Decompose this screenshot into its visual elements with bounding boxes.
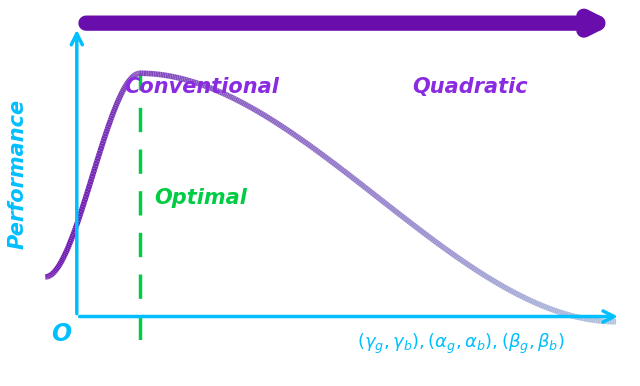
Text: $(\gamma_g,\gamma_b),(\alpha_g,\alpha_b),(\beta_g,\beta_b)$: $(\gamma_g,\gamma_b),(\alpha_g,\alpha_b)… (357, 332, 564, 356)
Text: O: O (51, 322, 71, 346)
Text: Optimal: Optimal (154, 188, 247, 208)
Text: Performance: Performance (8, 99, 28, 249)
Text: Conventional: Conventional (124, 77, 279, 97)
Text: Quadratic: Quadratic (413, 77, 528, 97)
